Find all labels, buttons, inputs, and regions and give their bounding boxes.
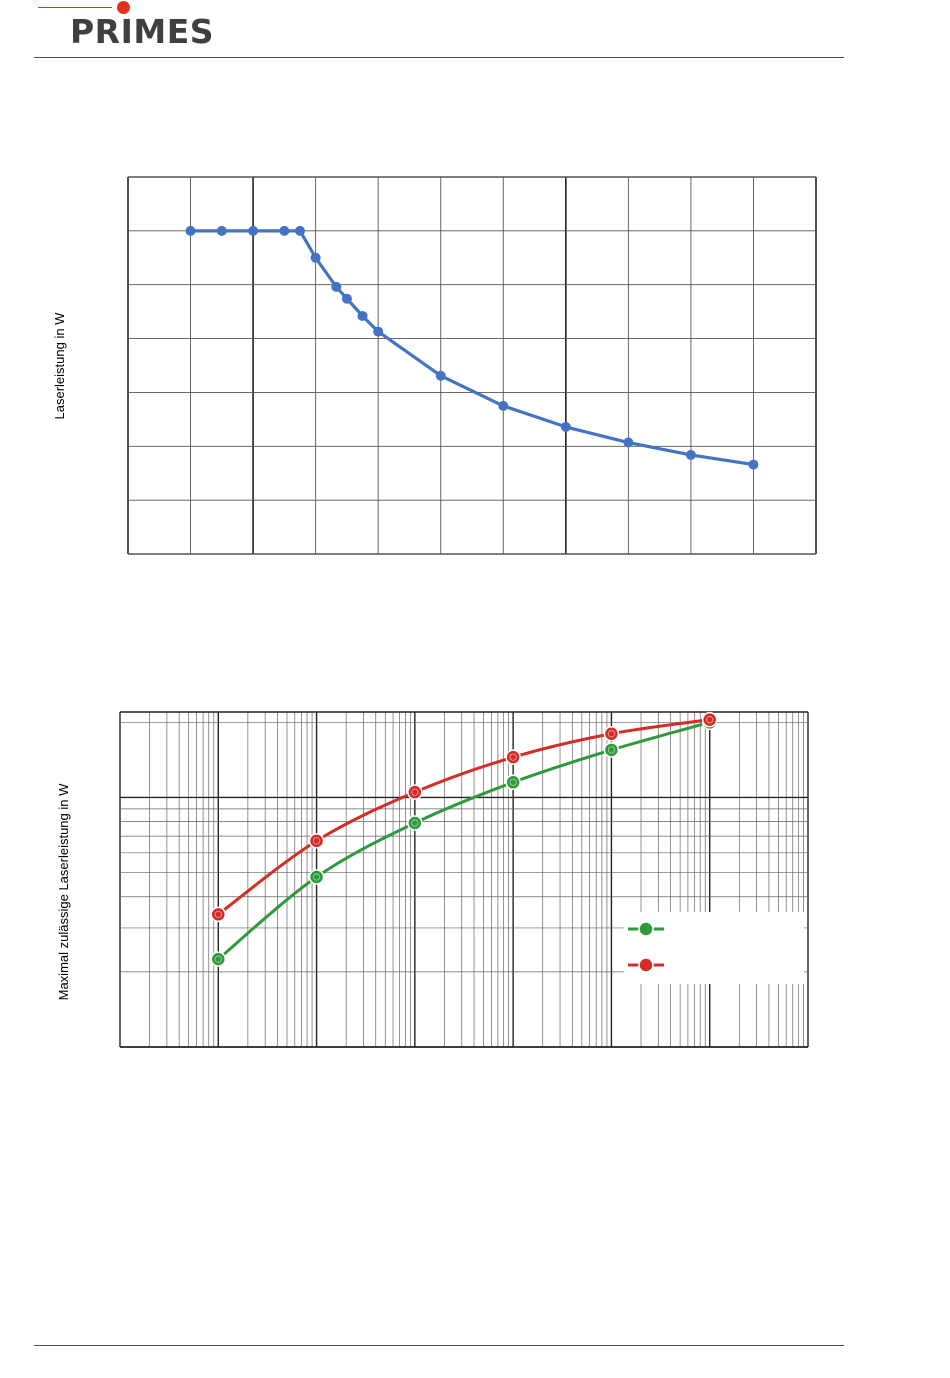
- chart2-data-point-highlight: [607, 730, 616, 738]
- chart2-legend-marker-green: [638, 921, 654, 937]
- chart1-data-point: [185, 225, 196, 236]
- footer-rule: [34, 1345, 844, 1346]
- chart1-y-axis-label: Laserleistung in W: [52, 312, 67, 420]
- chart1-data-point: [685, 449, 696, 460]
- chart1-data-point: [248, 225, 259, 236]
- chart1-data-point: [357, 310, 368, 321]
- chart1-data-point: [373, 326, 384, 337]
- chart2-data-point-green: [603, 742, 620, 758]
- chart2-data-point-red: [210, 906, 227, 923]
- max-power-chart: Maximal zulässige Laserleistung in W: [56, 711, 809, 1048]
- chart2-data-point-highlight: [509, 778, 517, 786]
- chart1-data-point: [560, 421, 571, 432]
- chart2-data-point-highlight: [312, 837, 321, 845]
- chart1-data-point: [331, 281, 342, 292]
- chart2-data-point-highlight: [214, 910, 222, 918]
- chart2-legend-box: [624, 912, 804, 984]
- chart2-data-point-red: [505, 749, 521, 765]
- chart2-legend-marker-red: [638, 957, 654, 973]
- chart2-data-point-red: [407, 784, 423, 800]
- chart1-data-point: [498, 400, 509, 411]
- chart1-data-point: [623, 437, 634, 448]
- chart2-data-point-green: [505, 774, 521, 791]
- chart2-series-line-red: [217, 718, 710, 916]
- chart1-data-point: [435, 370, 446, 381]
- chart2-data-point-green: [407, 815, 423, 831]
- chart2-data-point-green: [308, 869, 325, 885]
- chart1-grid: [127, 176, 817, 555]
- chart2-data-point-highlight: [706, 716, 714, 724]
- chart1-data-point: [748, 459, 759, 470]
- chart1-series-line: [190, 229, 754, 467]
- chart2-data-point-red: [701, 711, 718, 728]
- header-rule: [34, 57, 844, 58]
- chart1-data-point: [341, 293, 352, 304]
- chart2-data-point-highlight: [607, 746, 616, 754]
- chart2-data-point-red: [308, 833, 325, 849]
- chart2-y-axis-label: Maximal zulässige Laserleistung in W: [56, 783, 71, 1000]
- chart2-data-point-red: [603, 725, 620, 742]
- chart1-series: [185, 225, 759, 470]
- logo-line: [38, 7, 112, 8]
- chart2-series: [210, 711, 718, 967]
- chart2-data-point-highlight: [312, 873, 321, 881]
- chart2-data-point-highlight: [411, 819, 419, 827]
- chart2-data-point-highlight: [214, 955, 222, 963]
- laser-power-chart: Laserleistung in W: [52, 176, 817, 555]
- chart2-grid: [119, 711, 809, 1048]
- chart2-legend: [624, 912, 804, 984]
- chart2-data-point-highlight: [411, 788, 419, 796]
- logo-dot: [117, 1, 130, 14]
- chart2-series-line-green: [217, 720, 711, 961]
- chart2-data-point-highlight: [509, 753, 517, 761]
- chart1-data-point: [279, 225, 290, 236]
- chart2-data-point-green: [210, 951, 227, 967]
- primes-logo: PRIMES: [70, 12, 215, 51]
- chart1-data-point: [216, 225, 227, 236]
- chart1-data-point: [310, 252, 321, 263]
- chart1-data-point: [295, 225, 305, 236]
